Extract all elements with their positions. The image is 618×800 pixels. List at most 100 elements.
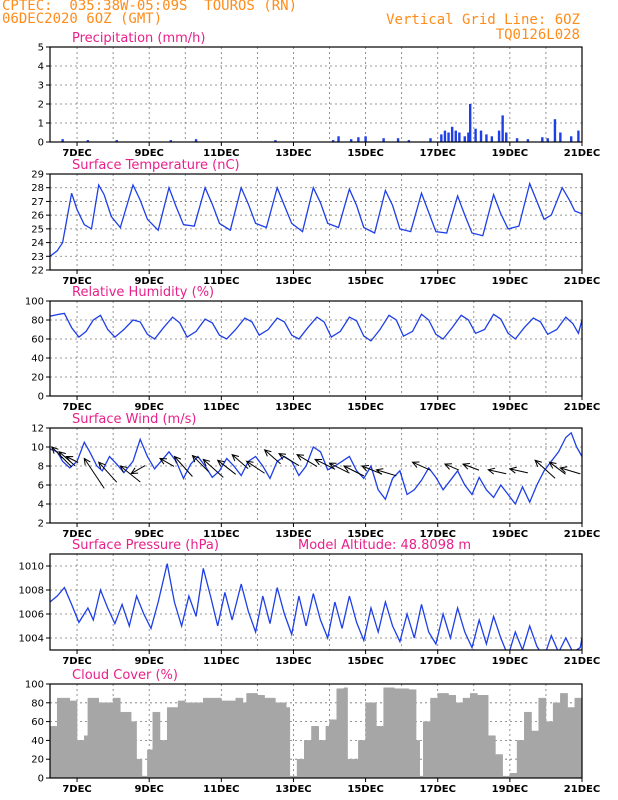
x-tick-label: 19DEC: [492, 784, 528, 795]
x-tick-label: 19DEC: [492, 402, 528, 413]
precip-bar: [474, 128, 477, 142]
y-tick-label: 29: [31, 170, 44, 181]
x-tick-label: 9DEC: [134, 276, 163, 287]
wind-direction-arrow: [296, 454, 318, 468]
wind-direction-arrow: [487, 467, 507, 475]
y-tick-label: 0: [38, 138, 44, 149]
header-model-code: TQ0126L028: [495, 27, 580, 43]
wind-direction-arrow: [130, 465, 146, 475]
wind-direction-arrow: [314, 458, 336, 470]
precip-bar: [569, 136, 573, 142]
y-tick-label: 1004: [19, 634, 44, 645]
x-tick-label: 17DEC: [420, 784, 456, 795]
x-tick-label: 19DEC: [492, 656, 528, 667]
x-tick-label: 11DEC: [203, 784, 239, 795]
wind-direction-arrow: [65, 455, 79, 463]
x-tick-label: 15DEC: [347, 148, 383, 159]
wind-direction-arrow: [278, 453, 300, 467]
panel-title: Precipitation (mm/h): [72, 31, 205, 46]
x-tick-label: 21DEC: [564, 529, 600, 540]
y-tick-label: 10: [31, 443, 44, 454]
y-tick-label: 12: [31, 424, 44, 435]
model-altitude-note: Model Altitude: 48.8098 m: [298, 538, 471, 553]
x-tick-label: 13DEC: [275, 276, 311, 287]
wind-direction-arrow: [328, 462, 350, 474]
x-tick-label: 13DEC: [275, 784, 311, 795]
panel-4: 2 4 6 8 10 12 7DEC 9DEC 11DEC 13DEC 15DEC 17DEC 19DE…: [31, 412, 600, 540]
x-tick-label: 21DEC: [564, 148, 600, 159]
precip-bar: [479, 130, 483, 142]
precip-bar: [337, 136, 340, 142]
precip-bar: [443, 130, 447, 142]
x-tick-label: 7DEC: [62, 656, 91, 667]
y-tick-label: 22: [31, 266, 44, 277]
y-tick-label: 40: [31, 736, 44, 747]
panel-title: Surface Temperature (nC): [72, 158, 240, 173]
precip-bar: [429, 138, 432, 142]
precip-bar: [559, 132, 562, 142]
x-tick-label: 7DEC: [62, 529, 91, 540]
precip-bar: [515, 138, 519, 142]
y-tick-label: 5: [38, 43, 44, 54]
cloud-cover-area: [50, 687, 582, 778]
wind-direction-arrow: [191, 454, 209, 472]
panel-title: Cloud Cover (%): [72, 668, 178, 683]
precip-bar: [577, 130, 580, 142]
x-tick-label: 11DEC: [203, 656, 239, 667]
plot-frame: [49, 427, 583, 524]
wind-direction-arrow: [342, 465, 365, 477]
plot-data: [50, 431, 582, 506]
x-tick-label: 19DEC: [492, 276, 528, 287]
wind-direction-arrow: [263, 449, 281, 465]
y-tick-label: 2: [38, 100, 44, 111]
y-tick-label: 4: [38, 62, 44, 73]
wind-direction-arrow: [231, 453, 249, 469]
wind-direction-arrow: [58, 450, 76, 467]
y-tick-label: 2: [38, 519, 44, 530]
series-line: [50, 312, 582, 342]
precip-bar: [86, 140, 90, 142]
precip-bar: [485, 134, 488, 142]
header-grid-note: Vertical Grid Line: 6OZ: [386, 12, 580, 28]
x-tick-label: 11DEC: [203, 402, 239, 413]
y-tick-label: 6: [38, 481, 44, 492]
precip-bar: [553, 119, 557, 142]
panel-title: Relative Humidity (%): [72, 285, 214, 300]
precip-bar: [501, 115, 504, 142]
y-tick-label: 60: [31, 335, 44, 346]
x-tick-label: 15DEC: [347, 402, 383, 413]
precip-bar: [490, 136, 494, 142]
y-tick-label: 1006: [19, 610, 44, 621]
precip-bar: [61, 139, 64, 142]
x-tick-label: 7DEC: [62, 148, 91, 159]
wind-direction-arrow: [548, 461, 566, 475]
wind-direction-arrow: [360, 465, 383, 475]
y-tick-label: 1: [38, 119, 44, 130]
plot-frame: [49, 173, 583, 271]
x-tick-label: 21DEC: [564, 276, 600, 287]
x-tick-label: 21DEC: [564, 784, 600, 795]
wind-direction-arrow: [50, 446, 73, 468]
wind-direction-arrow: [375, 468, 397, 477]
y-tick-label: 3: [38, 81, 44, 92]
precip-bar: [467, 132, 470, 142]
panel-2: 22 23 24 25 26 27 28 29 7DEC 9DEC 11DEC 13DEC 15DEC 1…: [31, 158, 600, 287]
wind-direction-arrow: [461, 462, 480, 471]
precip-bar: [194, 139, 198, 142]
panel-6: 0 20 40 60 80 100 7DEC 9DEC 11DEC 13DEC 15DEC 17DEC…: [25, 668, 600, 795]
x-tick-label: 17DEC: [420, 656, 456, 667]
wind-direction-arrow: [83, 457, 105, 489]
y-tick-label: 100: [25, 680, 44, 691]
precip-bar: [440, 134, 443, 142]
y-tick-label: 24: [31, 238, 44, 249]
precip-bar: [115, 140, 118, 142]
x-tick-label: 9DEC: [134, 784, 163, 795]
x-tick-label: 17DEC: [420, 148, 456, 159]
precip-bar: [169, 140, 173, 142]
precip-bar: [447, 132, 450, 142]
plot-frame: [49, 553, 583, 651]
wind-direction-arrow: [559, 466, 581, 475]
y-tick-label: 26: [31, 211, 44, 222]
header-run-date: 06DEC2020 6OZ (GMT): [2, 11, 163, 27]
